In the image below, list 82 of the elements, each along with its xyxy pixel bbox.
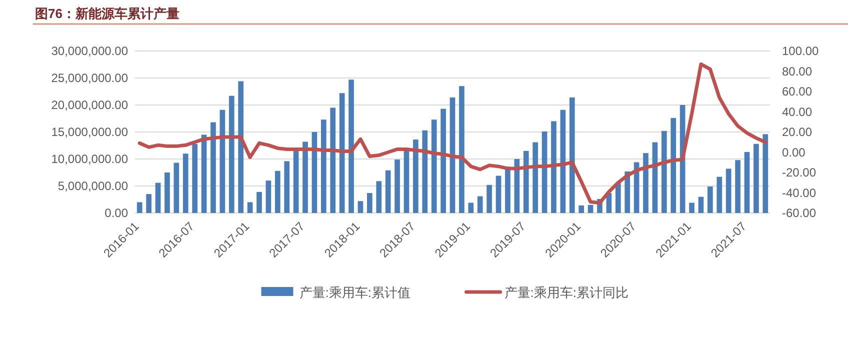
bar — [136, 202, 142, 213]
bar — [413, 140, 418, 213]
bar — [339, 93, 345, 213]
bar — [330, 108, 336, 213]
y-tick-label: 20,000,000.00 — [51, 98, 128, 112]
bar — [698, 196, 704, 213]
y2-tick-label: -20.00 — [782, 166, 816, 180]
legend-label: 产量:乘用车:累计同比 — [504, 285, 628, 300]
bar — [716, 176, 722, 213]
bar — [164, 172, 170, 213]
bar — [394, 160, 400, 213]
legend-label: 产量:乘用车:累计值 — [299, 285, 410, 300]
y-tick-label: 30,000,000.00 — [51, 44, 128, 58]
bar — [385, 170, 391, 213]
bar — [551, 121, 556, 213]
bar — [431, 120, 437, 213]
bar — [302, 142, 308, 213]
bar — [210, 122, 216, 213]
y-tick-label: 0.00 — [104, 206, 128, 220]
chart-title: 图76：新能源车累计产量 — [35, 6, 180, 21]
y2-tick-label: 60.00 — [782, 84, 812, 98]
bar — [358, 201, 364, 213]
bar — [182, 154, 188, 213]
bar — [284, 161, 290, 213]
bar — [542, 131, 548, 213]
bar — [643, 153, 648, 213]
y2-tick-label: -60.00 — [782, 206, 816, 220]
bar — [174, 162, 180, 213]
y2-tick-label: 20.00 — [782, 125, 812, 139]
bar — [320, 120, 326, 213]
bar — [440, 108, 446, 213]
bar — [220, 110, 226, 213]
bar — [486, 184, 492, 213]
bar — [238, 81, 244, 213]
bar — [266, 180, 272, 213]
bar — [560, 110, 566, 213]
y2-tick-label: 100.00 — [782, 44, 820, 58]
bar — [201, 134, 207, 213]
bar — [670, 118, 676, 213]
y-tick-label: 10,000,000.00 — [51, 152, 128, 166]
bar — [523, 150, 529, 213]
bar — [247, 202, 253, 213]
bar — [293, 150, 299, 213]
bar — [496, 176, 502, 213]
bar — [376, 181, 382, 213]
y2-tick-label: 80.00 — [782, 64, 812, 78]
y-tick-label: 15,000,000.00 — [51, 125, 128, 139]
bar — [505, 166, 510, 213]
bar — [367, 193, 372, 213]
bar — [228, 96, 234, 213]
bar — [422, 130, 428, 213]
bar — [459, 86, 464, 213]
bar — [468, 202, 474, 213]
y2-tick-label: -40.00 — [782, 186, 816, 200]
bar — [192, 144, 198, 213]
bar — [754, 144, 759, 213]
y2-tick-label: 0.00 — [782, 145, 806, 160]
bar — [146, 194, 152, 213]
y2-tick-label: 40.00 — [782, 104, 812, 119]
bar — [404, 150, 410, 213]
bar — [588, 204, 594, 213]
bar — [726, 168, 732, 213]
bar — [450, 97, 456, 213]
bar — [615, 182, 621, 213]
bar — [155, 182, 161, 213]
bar — [624, 171, 630, 213]
bar — [348, 80, 354, 213]
bar — [477, 196, 483, 213]
y-tick-label: 25,000,000.00 — [51, 71, 128, 85]
bar — [662, 130, 667, 213]
bar — [569, 97, 575, 213]
bar — [708, 186, 713, 213]
bar — [532, 142, 538, 213]
bar — [744, 152, 750, 213]
bar — [312, 132, 318, 213]
bar — [274, 170, 280, 213]
bar — [256, 192, 262, 213]
y-tick-label: 5,000,000.00 — [58, 179, 128, 193]
bar — [735, 160, 740, 213]
bar — [689, 202, 694, 213]
bar — [578, 205, 584, 213]
bar — [762, 134, 768, 213]
